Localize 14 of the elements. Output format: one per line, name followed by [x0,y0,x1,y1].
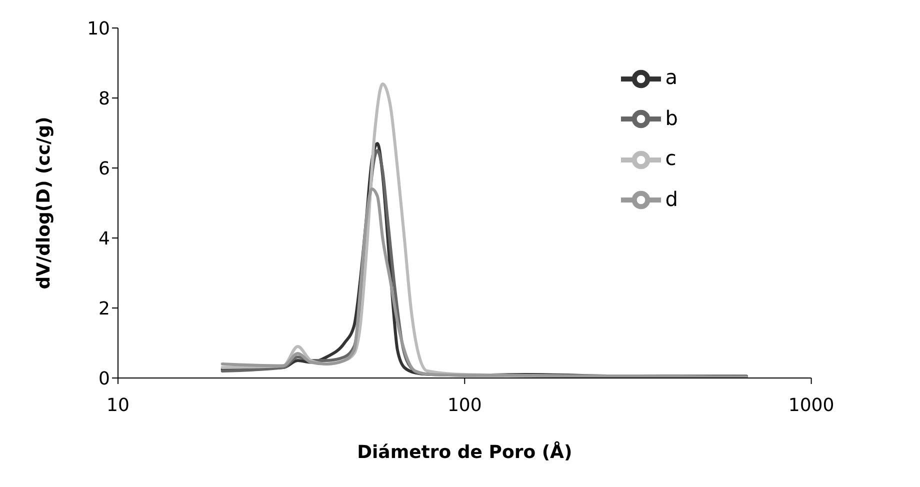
y-tick-label: 10 [87,18,110,40]
x-tick-label: 1000 [788,394,834,416]
x-axis-title: Diámetro de Poro (Å) [357,441,572,463]
y-axis-title: dV/dlog(D) (cc/g) [33,116,54,290]
y-tick-label: 0 [98,368,110,390]
legend-label: d [665,186,678,211]
y-tick-label: 4 [98,228,110,250]
y-tick-label: 8 [98,88,110,110]
legend-label: a [665,65,678,89]
y-tick-label: 6 [98,158,110,180]
x-tick-label: 100 [447,394,482,416]
legend-label: b [665,106,678,130]
legend-label: c [665,146,676,170]
y-tick-label: 2 [98,298,110,320]
